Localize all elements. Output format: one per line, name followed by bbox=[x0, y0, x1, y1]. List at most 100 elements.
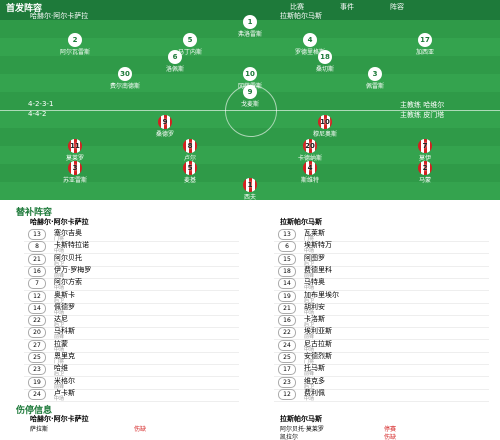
player-name: 斯维特 bbox=[300, 177, 320, 184]
injury-name: 凯拉尔 bbox=[280, 434, 299, 440]
player-number: 10 bbox=[318, 115, 332, 129]
player-number: 7 bbox=[418, 139, 432, 153]
player-number: 17 bbox=[418, 33, 432, 47]
sub-role: 后卫 bbox=[304, 322, 315, 329]
home-team: 哈赫尔·阿尔卡萨拉 bbox=[30, 12, 89, 20]
player-number: 20 bbox=[303, 139, 317, 153]
sub-name: 伊万·罗梅罗 bbox=[54, 265, 92, 274]
row-divider bbox=[274, 314, 489, 316]
player-number: 11 bbox=[68, 139, 82, 153]
sub-number: 7 bbox=[28, 278, 46, 290]
row-divider bbox=[24, 351, 239, 353]
player-number: 3 bbox=[68, 161, 82, 175]
sub-number: 19 bbox=[28, 376, 46, 388]
sub-role: 中场 bbox=[54, 395, 65, 402]
player-name: 麦基 bbox=[183, 177, 197, 184]
player-number: 8 bbox=[183, 139, 197, 153]
row-divider bbox=[24, 290, 239, 292]
sub-role: 中场 bbox=[304, 248, 315, 255]
row-divider bbox=[24, 376, 239, 378]
sub-number: 12 bbox=[278, 388, 296, 400]
sub-name: 埃利亚斯 bbox=[304, 327, 332, 336]
sub-role: 中场 bbox=[54, 346, 65, 353]
sub-number: 16 bbox=[278, 315, 296, 327]
sub-name: 达尼 bbox=[54, 315, 68, 324]
title: 首发阵容 bbox=[6, 4, 43, 14]
sub-number: 17 bbox=[278, 364, 296, 376]
player-name: 佩雷斯 bbox=[365, 83, 385, 90]
tab[interactable]: 阵容 bbox=[390, 3, 404, 11]
sub-name: 马科斯 bbox=[54, 327, 75, 336]
sub-role: 后卫 bbox=[304, 260, 315, 267]
sub-role: 后卫 bbox=[304, 297, 315, 304]
row-divider bbox=[274, 241, 489, 242]
sub-role: 前锋 bbox=[304, 272, 315, 279]
sub-number: 18 bbox=[278, 265, 296, 277]
away-team: 拉斯帕尔马斯 bbox=[280, 12, 322, 20]
player-number: 1 bbox=[243, 15, 257, 29]
sub-name: 瓦莱斯 bbox=[304, 229, 325, 237]
row-divider bbox=[24, 265, 239, 267]
sub-number: 21 bbox=[28, 253, 46, 265]
row-divider bbox=[274, 302, 489, 304]
row-divider bbox=[24, 388, 239, 390]
sub-role: 后卫 bbox=[304, 383, 315, 390]
sub-number: 25 bbox=[28, 352, 46, 363]
sub-role: 前锋 bbox=[54, 334, 65, 341]
row-divider bbox=[274, 339, 489, 341]
row-divider bbox=[24, 253, 239, 255]
sub-name: 塞尔吉奥 bbox=[54, 229, 82, 237]
injury-status: 停赛 bbox=[384, 426, 397, 433]
player-number: 4 bbox=[303, 33, 317, 47]
player-name: 戈麦斯 bbox=[240, 101, 260, 108]
row-divider bbox=[24, 314, 239, 316]
sub-role: 中场 bbox=[304, 395, 315, 402]
player-name: 弗洛雷斯 bbox=[237, 31, 263, 38]
sub-number: 14 bbox=[278, 278, 296, 290]
player-name: 桑切斯 bbox=[315, 66, 335, 73]
row-divider bbox=[24, 302, 239, 304]
sub-name: 托马斯 bbox=[304, 364, 325, 373]
player-name: 西夫 bbox=[243, 194, 257, 201]
sub-number: 19 bbox=[278, 290, 296, 302]
sub-number: 12 bbox=[28, 290, 46, 302]
player-name: 马丁内斯 bbox=[177, 49, 203, 56]
sub-role: 门将 bbox=[304, 236, 315, 242]
player-number: 5 bbox=[183, 161, 197, 175]
sub-number: 23 bbox=[278, 376, 296, 388]
row-divider bbox=[24, 400, 239, 402]
row-divider bbox=[274, 265, 489, 267]
sub-name: 阿尔贝托 bbox=[54, 253, 82, 262]
sub-name: 卢卡斯 bbox=[54, 388, 75, 397]
sub-number: 23 bbox=[28, 364, 46, 376]
sub-name: 安德烈斯 bbox=[304, 352, 332, 360]
sub-number: 6 bbox=[278, 241, 296, 253]
player-name: 卢尔 bbox=[183, 155, 197, 162]
injury-name: 阿尔贝托·莫莱罗 bbox=[280, 426, 324, 433]
row-divider bbox=[24, 241, 239, 242]
sub-name: 埃斯特万 bbox=[304, 241, 332, 250]
sub-name: 尼古拉斯 bbox=[304, 339, 332, 348]
tab[interactable]: 事件 bbox=[340, 3, 354, 11]
player-number: 3 bbox=[368, 67, 382, 81]
sub-role: 前锋 bbox=[54, 383, 65, 390]
sub-number: 8 bbox=[28, 241, 46, 253]
sub-number: 13 bbox=[278, 229, 296, 240]
player-number: 18 bbox=[318, 50, 332, 64]
tab[interactable]: 比赛 bbox=[290, 3, 304, 11]
row-divider bbox=[24, 277, 239, 279]
sub-number: 22 bbox=[278, 327, 296, 339]
row-divider bbox=[274, 400, 489, 402]
sub-name: 恩里克 bbox=[54, 352, 75, 360]
player-number: 9 bbox=[158, 115, 172, 129]
player-number: 10 bbox=[243, 67, 257, 81]
player-name: 桑德罗 bbox=[155, 131, 175, 138]
sub-name: 米格尔 bbox=[54, 376, 75, 385]
sub-number: 13 bbox=[28, 229, 46, 240]
row-divider bbox=[274, 388, 489, 390]
injury-status: 伤缺 bbox=[134, 426, 147, 433]
sub-role: 门将 bbox=[304, 359, 315, 365]
sub-number: 22 bbox=[28, 315, 46, 327]
player-name: 苏亚雷斯 bbox=[62, 177, 88, 184]
